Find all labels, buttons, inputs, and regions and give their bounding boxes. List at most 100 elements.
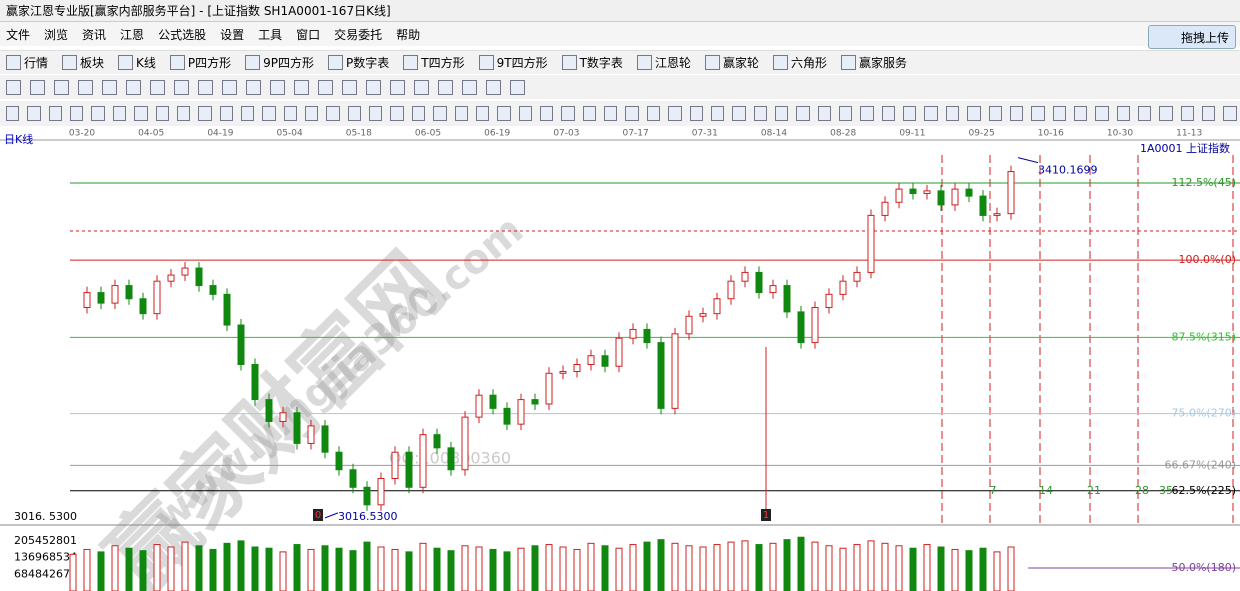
icon[interactable] — [561, 106, 575, 121]
icon[interactable] — [988, 106, 1002, 121]
icon[interactable] — [668, 106, 682, 121]
icon[interactable] — [6, 79, 21, 95]
icon[interactable] — [366, 79, 381, 95]
icon[interactable] — [112, 106, 127, 121]
icon[interactable] — [1138, 106, 1152, 121]
icon[interactable] — [1009, 106, 1024, 121]
icon[interactable] — [646, 106, 661, 121]
icon[interactable] — [497, 106, 511, 121]
icon[interactable] — [318, 79, 333, 95]
icon[interactable] — [796, 106, 810, 121]
icon[interactable] — [6, 106, 20, 121]
icon[interactable] — [198, 106, 212, 121]
icon[interactable] — [126, 79, 141, 95]
menu-item[interactable]: 公式选股 — [158, 27, 207, 42]
icon[interactable] — [78, 79, 93, 95]
icon[interactable] — [753, 106, 767, 121]
menu-item[interactable]: 文件 — [6, 27, 31, 42]
tool-button[interactable]: K线 — [118, 54, 156, 71]
icon[interactable] — [390, 79, 405, 95]
icon[interactable] — [176, 106, 191, 121]
menu-item[interactable]: 江恩 — [120, 27, 145, 42]
icon[interactable] — [774, 106, 789, 121]
icon[interactable] — [48, 106, 63, 121]
tool-button[interactable]: P数字表 — [328, 54, 389, 71]
tool-button[interactable]: 9T四方形 — [478, 54, 548, 71]
tool-button[interactable]: 赢家轮 — [704, 54, 759, 71]
icon[interactable] — [270, 79, 285, 95]
menu-item[interactable]: 交易委托 — [334, 27, 383, 42]
icon[interactable] — [1073, 106, 1088, 121]
icon[interactable] — [732, 106, 746, 121]
icon[interactable] — [240, 106, 255, 121]
icon[interactable] — [454, 106, 468, 121]
icon[interactable] — [433, 106, 447, 121]
icon[interactable] — [390, 106, 404, 121]
icon[interactable] — [486, 79, 501, 95]
icon[interactable] — [475, 106, 490, 121]
icon[interactable] — [54, 79, 69, 95]
icon[interactable] — [1031, 106, 1045, 121]
icon[interactable] — [817, 106, 832, 121]
icon[interactable] — [518, 106, 532, 121]
tool-button[interactable]: T数字表 — [561, 54, 623, 71]
icon[interactable] — [903, 106, 917, 121]
tool-button[interactable]: 江恩轮 — [636, 54, 691, 71]
icon[interactable] — [294, 79, 309, 95]
icon[interactable] — [1095, 106, 1109, 121]
icon[interactable] — [582, 106, 597, 121]
icon[interactable] — [155, 106, 169, 121]
tool-button[interactable]: T四方形 — [403, 54, 465, 71]
icon[interactable] — [174, 79, 189, 95]
icon[interactable] — [510, 79, 525, 95]
icon[interactable] — [1202, 106, 1216, 121]
menu-item[interactable]: 资讯 — [82, 27, 107, 42]
menu-item[interactable]: 浏览 — [44, 27, 69, 42]
icon[interactable] — [262, 106, 276, 121]
icon[interactable] — [967, 106, 981, 121]
tool-button[interactable]: 9P四方形 — [245, 54, 314, 71]
menu-item[interactable]: 窗口 — [296, 27, 321, 42]
icon[interactable] — [246, 79, 261, 95]
icon[interactable] — [1180, 106, 1195, 121]
icon[interactable] — [604, 106, 618, 121]
tool-button[interactable]: P四方形 — [169, 54, 231, 71]
tool-button[interactable]: 板块 — [62, 54, 104, 71]
icon[interactable] — [326, 106, 340, 121]
icon[interactable] — [198, 79, 213, 95]
icon[interactable] — [1052, 106, 1066, 121]
icon[interactable] — [102, 79, 117, 95]
icon[interactable] — [924, 106, 938, 121]
icon[interactable] — [222, 79, 237, 95]
icon[interactable] — [134, 106, 148, 121]
icon[interactable] — [414, 79, 429, 95]
icon[interactable] — [30, 79, 45, 95]
icon[interactable] — [1159, 106, 1173, 121]
icon[interactable] — [27, 106, 41, 121]
icon[interactable] — [881, 106, 896, 121]
icon[interactable] — [1116, 106, 1131, 121]
icon[interactable] — [625, 106, 639, 121]
tool-button[interactable]: 赢家服务 — [840, 54, 907, 71]
icon[interactable] — [411, 106, 426, 121]
icon[interactable] — [219, 106, 233, 121]
icon[interactable] — [70, 106, 84, 121]
icon[interactable] — [462, 79, 477, 95]
icon[interactable] — [283, 106, 298, 121]
icon[interactable] — [91, 106, 105, 121]
icon[interactable] — [150, 79, 165, 95]
icon[interactable] — [689, 106, 703, 121]
icon[interactable] — [839, 106, 853, 121]
icon[interactable] — [1223, 106, 1237, 121]
icon[interactable] — [438, 79, 453, 95]
upload-button[interactable]: 拖拽上传 — [1148, 25, 1236, 49]
icon[interactable] — [860, 106, 874, 121]
icon[interactable] — [945, 106, 960, 121]
menu-item[interactable]: 设置 — [220, 27, 245, 42]
menu-item[interactable]: 工具 — [258, 27, 283, 42]
icon[interactable] — [369, 106, 383, 121]
tool-button[interactable]: 行情 — [6, 54, 48, 71]
tool-button[interactable]: 六角形 — [772, 54, 827, 71]
icon[interactable] — [342, 79, 357, 95]
menu-item[interactable]: 帮助 — [396, 27, 421, 42]
